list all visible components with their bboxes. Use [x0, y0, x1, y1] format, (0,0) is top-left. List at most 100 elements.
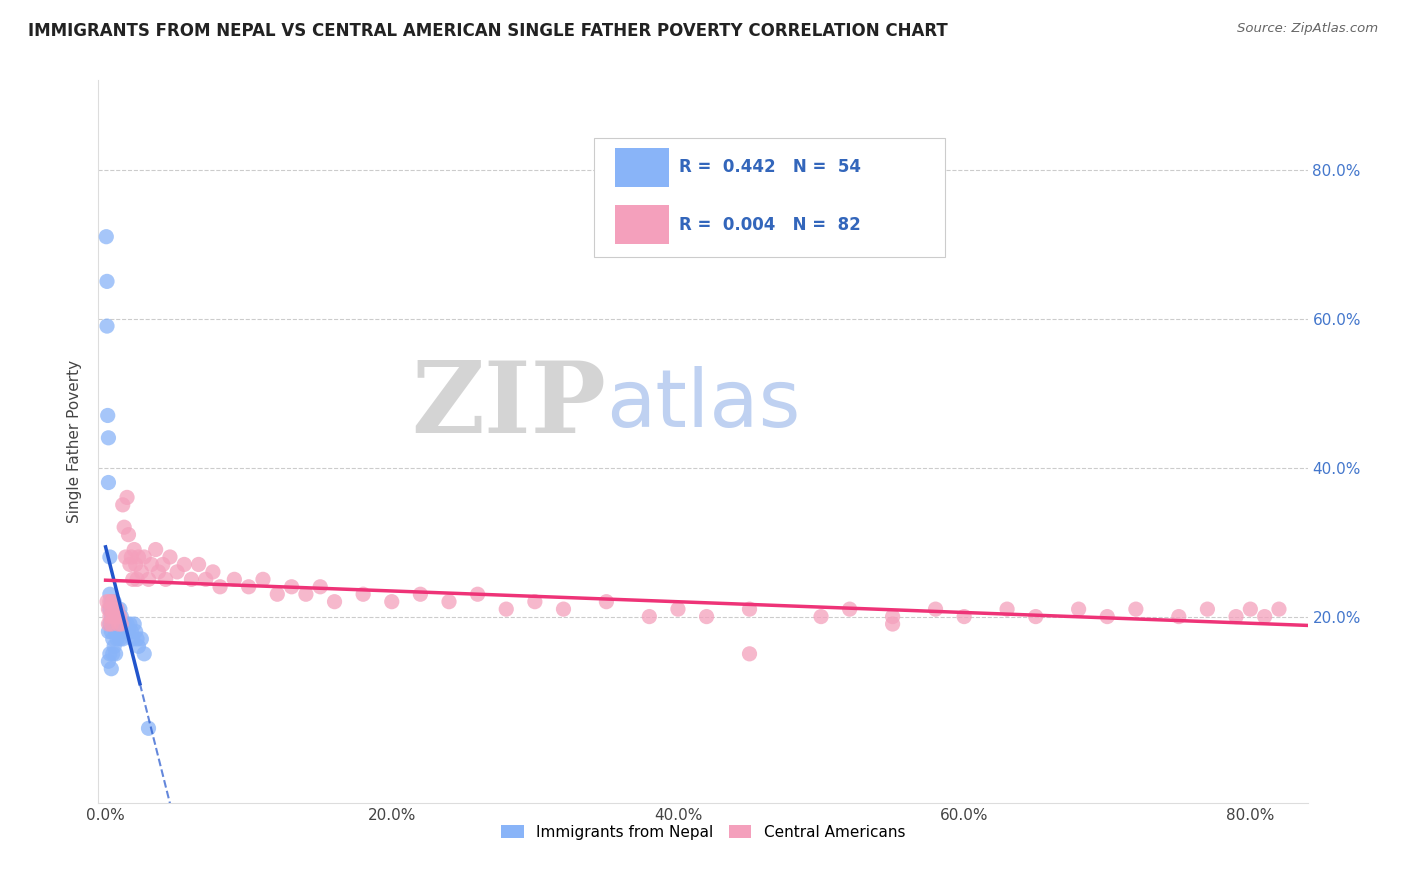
Point — [838, 602, 860, 616]
Point — [100, 602, 122, 616]
Point — [124, 624, 146, 639]
Point — [381, 595, 404, 609]
Point — [101, 595, 124, 609]
Point — [107, 624, 129, 639]
Bar — [614, 205, 669, 244]
FancyBboxPatch shape — [595, 138, 945, 257]
Point — [105, 617, 128, 632]
Point — [98, 609, 121, 624]
Point — [1025, 609, 1047, 624]
Point — [953, 609, 976, 624]
Point — [114, 624, 136, 639]
Point — [98, 602, 121, 616]
Point — [96, 595, 118, 609]
Point — [166, 565, 188, 579]
Point — [120, 624, 142, 639]
Point — [97, 409, 120, 423]
Point — [110, 609, 132, 624]
Point — [97, 431, 120, 445]
Point — [638, 609, 661, 624]
Point — [1167, 609, 1189, 624]
Point — [882, 609, 904, 624]
Point — [141, 558, 163, 572]
Point — [523, 595, 546, 609]
Point — [118, 558, 141, 572]
Point — [995, 602, 1018, 616]
Point — [180, 572, 202, 586]
Point — [107, 609, 129, 624]
Point — [224, 572, 246, 586]
Point — [104, 647, 127, 661]
Point — [1067, 602, 1090, 616]
Point — [97, 654, 120, 668]
Point — [118, 617, 141, 632]
Point — [103, 640, 125, 654]
Point — [122, 542, 145, 557]
Point — [117, 527, 139, 541]
Point — [101, 609, 124, 624]
Point — [252, 572, 274, 586]
Text: IMMIGRANTS FROM NEPAL VS CENTRAL AMERICAN SINGLE FATHER POVERTY CORRELATION CHAR: IMMIGRANTS FROM NEPAL VS CENTRAL AMERICA… — [28, 22, 948, 40]
Point — [553, 602, 575, 616]
Point — [108, 609, 131, 624]
Point — [131, 632, 153, 646]
Point — [173, 558, 195, 572]
Point — [98, 647, 121, 661]
Point — [100, 595, 122, 609]
Point — [97, 624, 120, 639]
Point — [104, 609, 127, 624]
Point — [100, 617, 122, 632]
Point — [96, 229, 118, 244]
Point — [100, 662, 122, 676]
Point — [924, 602, 946, 616]
Point — [120, 549, 142, 564]
Point — [124, 558, 146, 572]
Point — [194, 572, 217, 586]
Point — [209, 580, 232, 594]
Point — [280, 580, 302, 594]
Point — [98, 549, 121, 564]
Point — [98, 617, 121, 632]
Point — [266, 587, 288, 601]
Point — [96, 274, 118, 288]
Point — [103, 602, 125, 616]
Point — [131, 565, 153, 579]
Point — [121, 632, 143, 646]
Point — [104, 609, 127, 624]
Point — [882, 617, 904, 632]
Point — [738, 602, 761, 616]
Point — [101, 632, 124, 646]
Point — [98, 595, 121, 609]
Point — [187, 558, 209, 572]
Point — [100, 609, 122, 624]
Point — [125, 572, 148, 586]
Point — [1253, 609, 1275, 624]
Point — [105, 602, 128, 616]
Point — [810, 609, 832, 624]
Text: R =  0.004   N =  82: R = 0.004 N = 82 — [679, 216, 860, 234]
Point — [295, 587, 318, 601]
Point — [101, 617, 124, 632]
Point — [96, 319, 118, 334]
Point — [103, 609, 125, 624]
Point — [105, 632, 128, 646]
Point — [152, 558, 174, 572]
Point — [105, 602, 128, 616]
Point — [666, 602, 689, 616]
Y-axis label: Single Father Poverty: Single Father Poverty — [67, 360, 83, 523]
Point — [115, 491, 138, 505]
Point — [121, 572, 143, 586]
Point — [1239, 602, 1261, 616]
Point — [104, 624, 127, 639]
Point — [467, 587, 489, 601]
Point — [111, 498, 134, 512]
Point — [111, 617, 134, 632]
Point — [107, 617, 129, 632]
Point — [738, 647, 761, 661]
Point — [409, 587, 432, 601]
Point — [101, 647, 124, 661]
Point — [437, 595, 460, 609]
Point — [134, 647, 156, 661]
Text: Source: ZipAtlas.com: Source: ZipAtlas.com — [1237, 22, 1378, 36]
Point — [159, 549, 181, 564]
